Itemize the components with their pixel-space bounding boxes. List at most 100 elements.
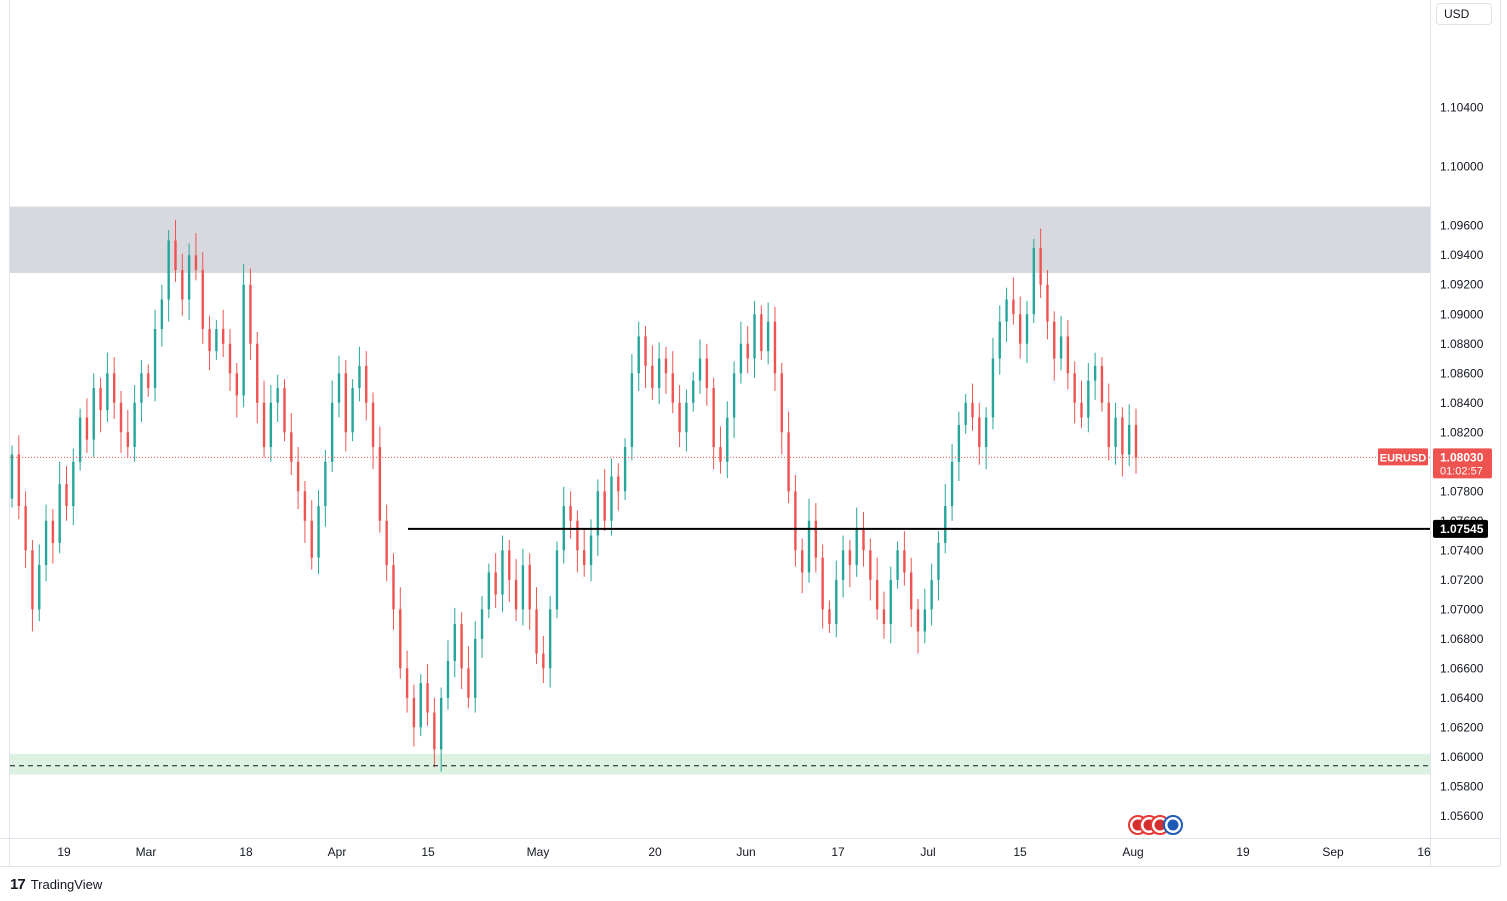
- candle[interactable]: [875, 557, 879, 620]
- candle[interactable]: [160, 284, 164, 347]
- candle[interactable]: [351, 379, 354, 442]
- candle[interactable]: [119, 390, 123, 453]
- candle[interactable]: [848, 539, 852, 588]
- candle[interactable]: [187, 243, 191, 321]
- candle[interactable]: [365, 351, 368, 421]
- candle[interactable]: [862, 511, 865, 567]
- candle[interactable]: [208, 315, 211, 371]
- candle[interactable]: [317, 489, 320, 574]
- candle[interactable]: [296, 447, 300, 509]
- candle[interactable]: [807, 498, 811, 583]
- candle[interactable]: [644, 326, 647, 389]
- candle[interactable]: [494, 553, 497, 608]
- currency-button[interactable]: USD: [1436, 3, 1492, 25]
- candle[interactable]: [426, 663, 429, 726]
- candle[interactable]: [548, 596, 552, 688]
- candle[interactable]: [31, 539, 34, 632]
- candle[interactable]: [705, 343, 709, 406]
- candle[interactable]: [780, 362, 783, 455]
- candle[interactable]: [276, 374, 279, 422]
- candle[interactable]: [65, 466, 68, 521]
- candle[interactable]: [269, 385, 273, 462]
- candle[interactable]: [923, 588, 927, 644]
- candle[interactable]: [17, 435, 21, 520]
- candle[interactable]: [835, 560, 838, 638]
- candle[interactable]: [937, 531, 940, 601]
- candle[interactable]: [617, 463, 620, 511]
- candle[interactable]: [562, 486, 565, 564]
- symbol-label[interactable]: EURUSD: [1378, 448, 1428, 466]
- candle[interactable]: [487, 563, 491, 619]
- candle[interactable]: [535, 587, 538, 664]
- events-layer[interactable]: [1128, 815, 1183, 835]
- candle[interactable]: [896, 541, 899, 589]
- candle[interactable]: [72, 448, 75, 526]
- candle[interactable]: [916, 598, 920, 654]
- candle[interactable]: [610, 458, 613, 536]
- candle[interactable]: [657, 342, 661, 405]
- candle[interactable]: [1134, 408, 1138, 474]
- candle[interactable]: [596, 479, 600, 557]
- candle[interactable]: [330, 380, 334, 473]
- candle[interactable]: [262, 380, 266, 458]
- candle[interactable]: [405, 650, 409, 713]
- candle[interactable]: [480, 596, 484, 659]
- candle[interactable]: [140, 359, 143, 422]
- candle[interactable]: [712, 377, 715, 470]
- candle[interactable]: [78, 408, 82, 471]
- candle[interactable]: [821, 544, 824, 629]
- candle[interactable]: [651, 345, 654, 400]
- candle[interactable]: [85, 398, 89, 453]
- candle[interactable]: [174, 219, 177, 282]
- candle[interactable]: [869, 538, 872, 601]
- candle[interactable]: [1059, 315, 1063, 371]
- candle[interactable]: [99, 377, 102, 433]
- candle[interactable]: [228, 329, 232, 391]
- candle[interactable]: [392, 553, 395, 630]
- candle[interactable]: [903, 531, 906, 586]
- candle[interactable]: [51, 508, 55, 564]
- candle[interactable]: [514, 559, 518, 622]
- candle[interactable]: [698, 339, 702, 394]
- candle[interactable]: [460, 612, 463, 689]
- candle[interactable]: [998, 305, 1001, 375]
- candle[interactable]: [215, 320, 218, 360]
- candle[interactable]: [194, 233, 198, 281]
- candle[interactable]: [249, 268, 252, 360]
- candle[interactable]: [753, 300, 756, 378]
- candle[interactable]: [446, 640, 450, 710]
- candle[interactable]: [310, 500, 313, 570]
- candle[interactable]: [569, 491, 572, 539]
- candle[interactable]: [882, 591, 886, 639]
- candle[interactable]: [664, 346, 668, 394]
- tradingview-footer[interactable]: 17 TradingView: [10, 874, 102, 894]
- candle[interactable]: [746, 326, 749, 374]
- candle[interactable]: [283, 379, 286, 442]
- candle[interactable]: [24, 491, 27, 569]
- candle[interactable]: [439, 687, 443, 772]
- candle[interactable]: [153, 309, 157, 402]
- candle[interactable]: [984, 407, 988, 470]
- candle[interactable]: [685, 389, 688, 452]
- candle[interactable]: [944, 483, 947, 554]
- candle[interactable]: [358, 346, 361, 402]
- candle[interactable]: [1018, 296, 1022, 359]
- candles-layer[interactable]: [10, 219, 1138, 772]
- candle[interactable]: [1127, 404, 1131, 467]
- candle[interactable]: [1039, 228, 1042, 299]
- candle[interactable]: [38, 544, 41, 622]
- candle[interactable]: [1093, 352, 1097, 400]
- candle[interactable]: [576, 510, 579, 573]
- candle[interactable]: [474, 621, 477, 713]
- candle[interactable]: [719, 426, 722, 474]
- candle[interactable]: [412, 684, 416, 747]
- candle[interactable]: [324, 449, 327, 527]
- candle[interactable]: [58, 461, 61, 554]
- candle[interactable]: [344, 359, 347, 452]
- candle[interactable]: [603, 469, 606, 532]
- candle[interactable]: [371, 392, 375, 470]
- candle[interactable]: [964, 393, 967, 434]
- candle[interactable]: [453, 607, 456, 678]
- candle[interactable]: [1032, 239, 1036, 324]
